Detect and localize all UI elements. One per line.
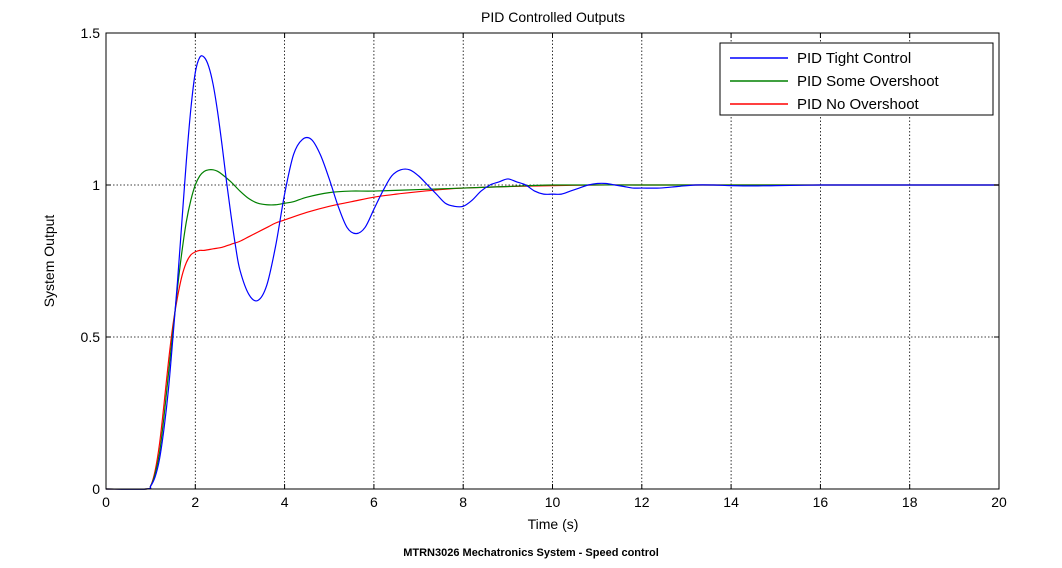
legend-item-pid-some-overshoot: PID Some Overshoot (730, 73, 940, 90)
legend-label: PID Some Overshoot (797, 73, 940, 90)
legend-item-pid-no-overshoot: PID No Overshoot (730, 96, 920, 113)
pid-chart: PID Controlled Outputs 0 2 4 6 8 10 12 14 16 18 20… (41, 9, 1007, 532)
chart-title: PID Controlled Outputs (481, 9, 625, 25)
x-tick-label: 6 (370, 494, 378, 510)
legend-box (719, 42, 994, 116)
x-tick-label: 12 (634, 494, 650, 510)
y-tick-label: 1.5 (81, 25, 101, 41)
legend-label: PID No Overshoot (797, 96, 920, 113)
series-line-pid-some-overshoot (105, 169, 999, 490)
legend: PID Tight Control PID Some Overshoot PID N… (719, 42, 994, 116)
x-tick-label: 10 (545, 494, 561, 510)
y-tick-label: 0 (92, 481, 100, 497)
x-tick-label: 0 (102, 494, 110, 510)
series-lines (105, 55, 999, 490)
x-tick-label: 14 (723, 494, 739, 510)
y-tick-label: 1 (92, 177, 100, 193)
series-line-pid-tight-control (105, 55, 999, 490)
x-tick-label: 20 (991, 494, 1007, 510)
x-tick-label: 18 (902, 494, 918, 510)
figure-caption: MTRN3026 Mechatronics System - Speed con… (403, 547, 659, 559)
axis-ticks: 0 2 4 6 8 10 12 14 16 18 20 0 0.5 1 1.5 (81, 25, 1007, 510)
legend-item-pid-tight-control: PID Tight Control (730, 50, 911, 67)
y-tick-label: 0.5 (81, 329, 101, 345)
grid-lines (106, 33, 999, 489)
legend-label: PID Tight Control (797, 50, 911, 67)
y-axis-label: System Output (41, 215, 57, 308)
x-axis-label: Time (s) (528, 516, 579, 532)
x-tick-label: 16 (813, 494, 829, 510)
x-tick-label: 8 (459, 494, 467, 510)
x-tick-label: 2 (191, 494, 199, 510)
x-tick-label: 4 (281, 494, 289, 510)
